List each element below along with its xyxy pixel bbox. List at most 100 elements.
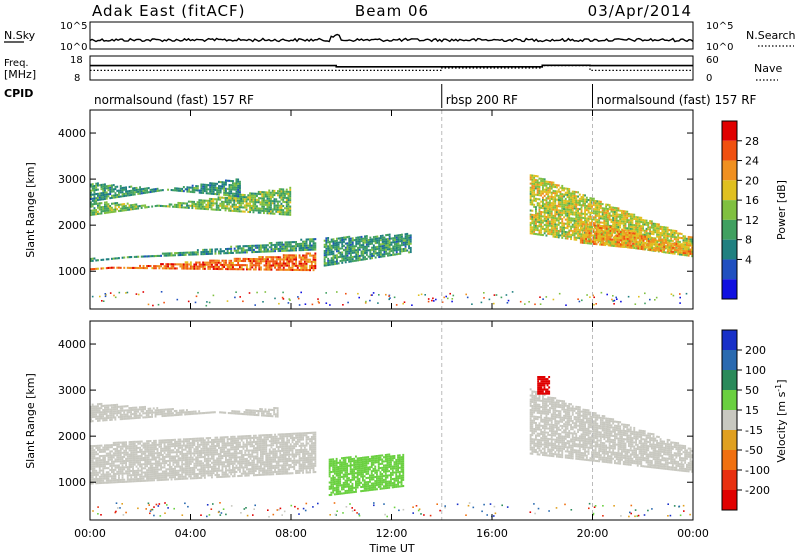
colorbar-tick-label: 8 xyxy=(745,234,752,247)
heatmap-cell xyxy=(579,235,581,237)
heatmap-cell xyxy=(260,249,262,251)
heatmap-cell xyxy=(223,250,225,252)
heatmap-cell xyxy=(97,199,99,201)
heatmap-cell xyxy=(309,255,311,257)
heatmap-cell xyxy=(300,249,302,251)
heatmap-cell xyxy=(109,446,111,448)
heatmap-cell xyxy=(216,203,218,205)
heatmap-cell xyxy=(336,256,338,258)
heatmap-cell xyxy=(608,236,610,238)
heatmap-cell xyxy=(542,199,544,201)
heatmap-cell xyxy=(553,196,555,198)
heatmap-cell xyxy=(568,188,570,190)
heatmap-cell xyxy=(533,181,535,183)
scatter-cell xyxy=(506,294,508,296)
scatter-cell xyxy=(593,304,595,306)
heatmap-cell xyxy=(209,184,211,186)
heatmap-cell xyxy=(340,239,342,241)
heatmap-cell xyxy=(660,236,662,238)
heatmap-cell xyxy=(599,231,601,233)
heatmap-cell xyxy=(551,192,553,194)
heatmap-cell xyxy=(633,228,635,230)
heatmap-cell xyxy=(228,203,230,205)
heatmap-cell xyxy=(213,189,215,191)
heatmap-cell xyxy=(605,218,607,220)
heatmap-cell xyxy=(660,246,662,248)
heatmap-cell xyxy=(350,250,352,252)
heatmap-cell xyxy=(247,211,249,213)
scatter-cell xyxy=(679,297,681,299)
heatmap-cell xyxy=(635,218,637,220)
scatter-cell xyxy=(289,298,291,300)
heatmap-cell xyxy=(327,258,329,260)
heatmap-cell xyxy=(634,243,636,245)
heatmap-cell xyxy=(239,183,241,185)
heatmap-cell xyxy=(690,251,692,253)
heatmap-cell xyxy=(155,465,157,467)
scatter-cell xyxy=(421,294,423,296)
heatmap-cell xyxy=(123,203,125,205)
heatmap-cell xyxy=(544,216,546,218)
heatmap-cell xyxy=(586,207,588,209)
heatmap-cell xyxy=(579,202,581,204)
heatmap-cell xyxy=(544,218,546,220)
heatmap-cell xyxy=(537,213,539,215)
scatter-cell xyxy=(445,296,447,298)
heatmap-cell xyxy=(568,217,570,219)
heatmap-cell xyxy=(674,232,676,234)
heatmap-cell xyxy=(583,221,585,223)
heatmap-cell xyxy=(197,185,199,187)
heatmap-cell xyxy=(192,251,194,253)
heatmap-cell xyxy=(392,246,394,248)
heatmap-cell xyxy=(234,258,236,260)
heatmap-cell xyxy=(632,220,634,222)
heatmap-cell xyxy=(113,471,115,473)
heatmap-cell xyxy=(623,238,625,240)
heatmap-cell xyxy=(410,237,412,239)
heatmap-cell xyxy=(236,187,238,189)
heatmap-cell xyxy=(658,223,660,225)
heatmap-cell xyxy=(251,195,253,197)
heatmap-cell xyxy=(357,253,359,255)
colorbar-segment xyxy=(722,121,737,141)
heatmap-cell xyxy=(269,256,271,258)
heatmap-cell xyxy=(396,249,398,251)
heatmap-cell xyxy=(347,236,349,238)
heatmap-cell xyxy=(278,248,280,250)
heatmap-cell xyxy=(282,205,284,207)
heatmap-cell xyxy=(593,210,595,212)
heatmap-cell xyxy=(268,204,270,206)
heatmap-cell xyxy=(345,243,347,245)
heatmap-cell xyxy=(129,481,131,483)
heatmap-cell xyxy=(371,247,373,249)
heatmap-cell xyxy=(313,257,315,259)
heatmap-cell xyxy=(101,482,103,484)
heatmap-cell xyxy=(244,200,246,202)
heatmap-cell xyxy=(292,263,294,265)
heatmap-cell xyxy=(686,254,688,256)
heatmap-cell xyxy=(579,225,581,227)
heatmap-cell xyxy=(600,203,602,205)
heatmap-cell xyxy=(288,203,290,205)
heatmap-cell xyxy=(115,465,117,467)
heatmap-cell xyxy=(567,206,569,208)
heatmap-cell xyxy=(625,227,627,229)
heatmap-cell xyxy=(132,478,134,480)
heatmap-cell xyxy=(268,212,270,214)
heatmap-cell xyxy=(148,265,150,267)
heatmap-cell xyxy=(327,252,329,254)
heatmap-cell xyxy=(544,185,546,187)
heatmap-cell xyxy=(674,243,676,245)
heatmap-cell xyxy=(554,205,556,207)
heatmap-cell xyxy=(289,201,291,203)
heatmap-cell xyxy=(369,243,371,245)
heatmap-cell xyxy=(667,229,669,231)
heatmap-cell xyxy=(101,208,103,210)
heatmap-cell xyxy=(277,194,279,196)
heatmap-cell xyxy=(127,468,129,470)
heatmap-cell xyxy=(588,220,590,222)
heatmap-cell xyxy=(531,222,533,224)
heatmap-cell xyxy=(376,246,378,248)
heatmap-cell xyxy=(150,191,152,193)
heatmap-cell xyxy=(237,208,239,210)
